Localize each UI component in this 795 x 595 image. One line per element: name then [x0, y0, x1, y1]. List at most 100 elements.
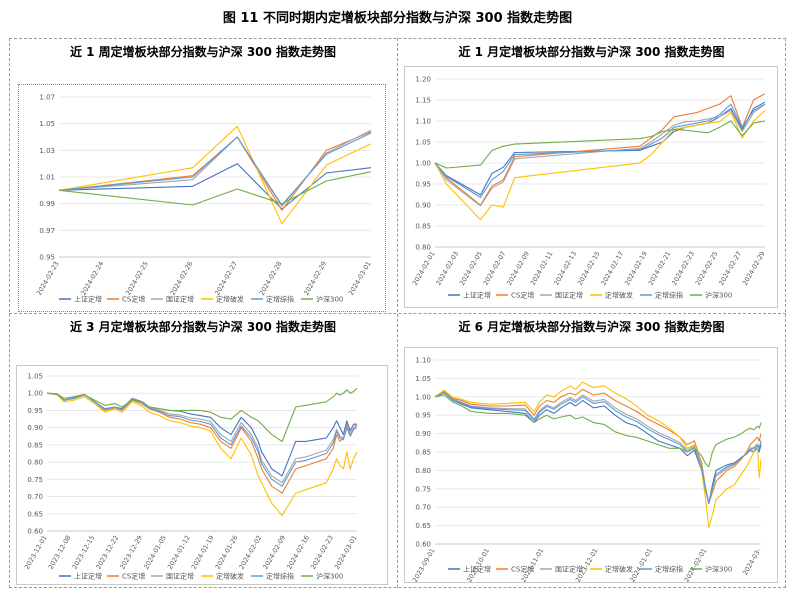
x-tick-label: 2023-12-15: [71, 534, 97, 571]
chart-title-3month: 近 3 月定增板块部分指数与沪深 300 指数走势图: [69, 320, 337, 334]
y-tick-label: 1.03: [39, 147, 55, 155]
x-tick-label: 2024-02-21: [647, 250, 673, 287]
x-tick-label: 2024-02-05: [458, 250, 484, 287]
legend-label: 定增综指: [266, 295, 294, 304]
y-tick-label: 0.95: [39, 254, 55, 262]
series-line-1: [58, 131, 372, 211]
y-tick-label: 0.80: [415, 467, 431, 475]
legend-label: CS定增: [122, 295, 145, 304]
legend-label: 上证定增: [74, 295, 102, 304]
x-tick-label: 2024-01-05: [142, 534, 168, 571]
x-tick-label: 2024-02-15: [576, 250, 602, 287]
chart-3month-svg: 0.60 0.65 0.70 0.75 0.80 0.85 0.90 0.95 1.00 1.05…: [23, 373, 359, 581]
x-tick-label: 2024-02-17: [599, 250, 625, 287]
series-line-4: [46, 392, 358, 487]
chart-1week-svg: 0.95 0.97 0.99 1.01 1.03 1.05 1.07 2024-02-23 20…: [35, 94, 373, 304]
chart-title-6month: 近 6 月定增板块部分指数与沪深 300 指数走势图: [458, 320, 725, 334]
series-line-2: [434, 391, 762, 504]
x-tick-label: 2024-02-09: [261, 534, 287, 571]
y-tick-label: 0.65: [27, 510, 43, 518]
x-tick-label: 2024-02-23: [35, 260, 61, 297]
y-tick-label: 0.60: [415, 541, 431, 549]
y-tick-label: 0.80: [27, 459, 43, 467]
x-tick-label: 2024-02-23: [670, 250, 696, 287]
series-line-0: [434, 101, 766, 196]
x-tick-label: 2024-03-01: [333, 534, 359, 571]
x-tick-label: 2024-02-13: [552, 250, 578, 287]
y-tick-label: 0.75: [27, 476, 43, 484]
y-tick-label: 0.99: [39, 200, 55, 208]
x-tick-label: 2023-12-29: [118, 534, 144, 571]
x-tick-label: 2023-11-01: [520, 547, 546, 582]
y-tick-label: 1.07: [39, 94, 55, 102]
x-tick-label: 2024-02-03: [434, 250, 460, 287]
series-line-5: [58, 171, 372, 206]
chart-panel-1week: 0.95 0.97 0.99 1.01 1.03 1.05 1.07 2024-02-23 20…: [18, 84, 386, 312]
series-line-1: [434, 388, 762, 505]
legend-label: 上证定增: [74, 572, 102, 581]
series-line-1: [434, 93, 766, 206]
y-tick-label: 1.10: [415, 118, 431, 126]
x-tick-label: 2024-02-07: [482, 250, 508, 287]
x-tick-label: 2024-03-: [741, 546, 763, 576]
x-tick-label: 2024-02-16: [285, 534, 311, 571]
y-tick-label: 0.85: [27, 441, 43, 449]
legend-label: CS定增: [511, 565, 534, 574]
y-tick-label: 0.95: [415, 412, 431, 420]
y-tick-label: 1.01: [39, 174, 55, 182]
page-title: 图 11 不同时期内定增板块部分指数与沪深 300 指数走势图: [222, 11, 573, 26]
y-tick-label: 1.10: [415, 357, 431, 365]
legend-label: 定增破发: [216, 572, 244, 581]
y-tick-label: 0.90: [415, 202, 431, 210]
series-line-0: [434, 392, 762, 505]
x-tick-label: 2024-01-12: [166, 534, 192, 571]
series-line-0: [58, 163, 372, 210]
series-line-3: [434, 110, 766, 221]
y-tick-label: 0.95: [27, 407, 43, 415]
y-tick-label: 0.85: [415, 449, 431, 457]
legend-label: 国证定增: [166, 295, 194, 304]
y-tick-label: 1.00: [27, 390, 43, 398]
x-tick-label: 2023-09-01: [411, 547, 437, 582]
y-tick-label: 1.15: [415, 97, 431, 105]
x-tick-label: 2023-12-01: [23, 534, 49, 571]
x-tick-label: 2024-02-27: [717, 250, 743, 287]
x-tick-label: 2024-02-23: [309, 534, 335, 571]
legend-label: 定增综指: [655, 565, 683, 574]
x-tick-label: 2024-02-25: [124, 260, 150, 297]
series-line-5: [434, 394, 762, 468]
y-tick-label: 0.65: [415, 522, 431, 530]
legend-label: 国证定增: [166, 572, 194, 581]
chart-title-1week: 近 1 周定增板块部分指数与沪深 300 指数走势图: [69, 45, 337, 59]
legend-label: 沪深300: [316, 572, 343, 581]
series-line-4: [58, 132, 372, 206]
series-line-1: [46, 392, 358, 494]
legend-label: 国证定增: [555, 291, 583, 300]
y-tick-label: 0.80: [415, 244, 431, 252]
chart-panel-6month: 0.60 0.65 0.70 0.75 0.80 0.85 0.90 0.95 1.00 1.05…: [404, 347, 778, 584]
x-tick-label: 2024-02-11: [529, 250, 555, 287]
y-tick-label: 1.05: [27, 373, 43, 381]
x-tick-label: 2024-02-02: [238, 534, 264, 571]
y-tick-label: 0.70: [27, 493, 43, 501]
x-tick-label: 2023-10-01: [465, 547, 491, 582]
y-tick-label: 0.90: [415, 430, 431, 438]
legend-label: 上证定增: [463, 565, 491, 574]
x-tick-label: 2023-12-01: [574, 547, 600, 582]
legend-label: CS定增: [122, 572, 145, 581]
series-line-3: [46, 392, 358, 517]
y-tick-label: 0.75: [415, 485, 431, 493]
x-tick-label: 2024-02-28: [258, 260, 284, 297]
legend-label: 定增破发: [605, 291, 633, 300]
x-tick-label: 2024-02-25: [694, 250, 720, 287]
series-line-3: [58, 125, 372, 225]
legend-label: 国证定增: [555, 565, 583, 574]
y-tick-label: 1.05: [39, 120, 55, 128]
x-tick-label: 2024-02-24: [79, 260, 105, 297]
legend-label: 上证定增: [463, 291, 491, 300]
x-tick-label: 2024-02-01: [683, 547, 709, 582]
legend-label: 沪深300: [316, 295, 343, 304]
x-tick-label: 2023-12-22: [94, 534, 120, 571]
series-line-4: [434, 392, 762, 504]
y-tick-label: 0.85: [415, 223, 431, 231]
